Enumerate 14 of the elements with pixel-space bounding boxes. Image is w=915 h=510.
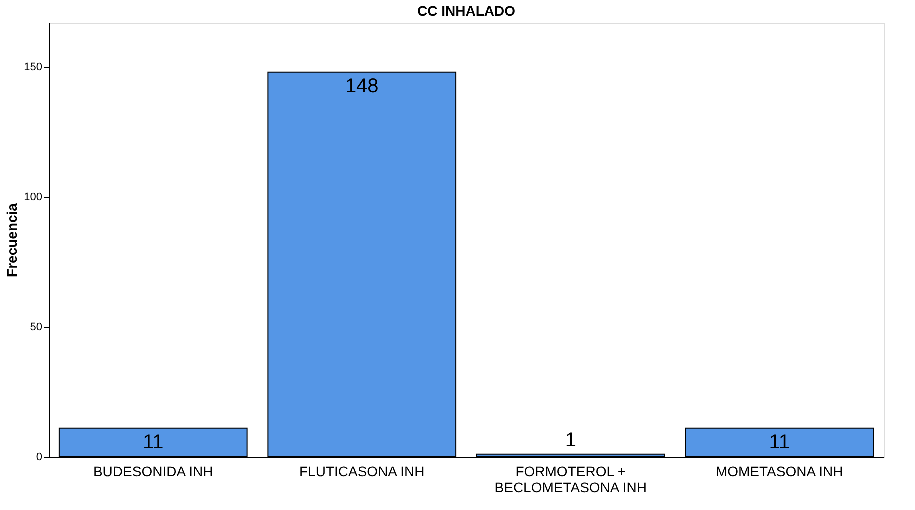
x-tick-label: FLUTICASONA INH <box>300 464 425 480</box>
x-tick-label: BUDESONIDA INH <box>93 464 214 480</box>
data-label: 11 <box>769 431 790 454</box>
y-tick-label: 0 <box>36 452 42 464</box>
x-tick-label: FORMOTEROL + BECLOMETASONA INH <box>494 464 647 496</box>
y-axis-title: Frecuencia <box>4 203 20 278</box>
y-tick-label: 50 <box>30 322 42 334</box>
y-tick-label: 100 <box>24 192 42 204</box>
chart-title: CC INHALADO <box>418 3 516 19</box>
x-tick-label: MOMETASONA INH <box>716 464 844 480</box>
y-tick-label: 150 <box>24 62 42 74</box>
data-label: 148 <box>345 75 379 98</box>
data-label: 1 <box>565 429 576 452</box>
data-label: 11 <box>142 431 164 454</box>
